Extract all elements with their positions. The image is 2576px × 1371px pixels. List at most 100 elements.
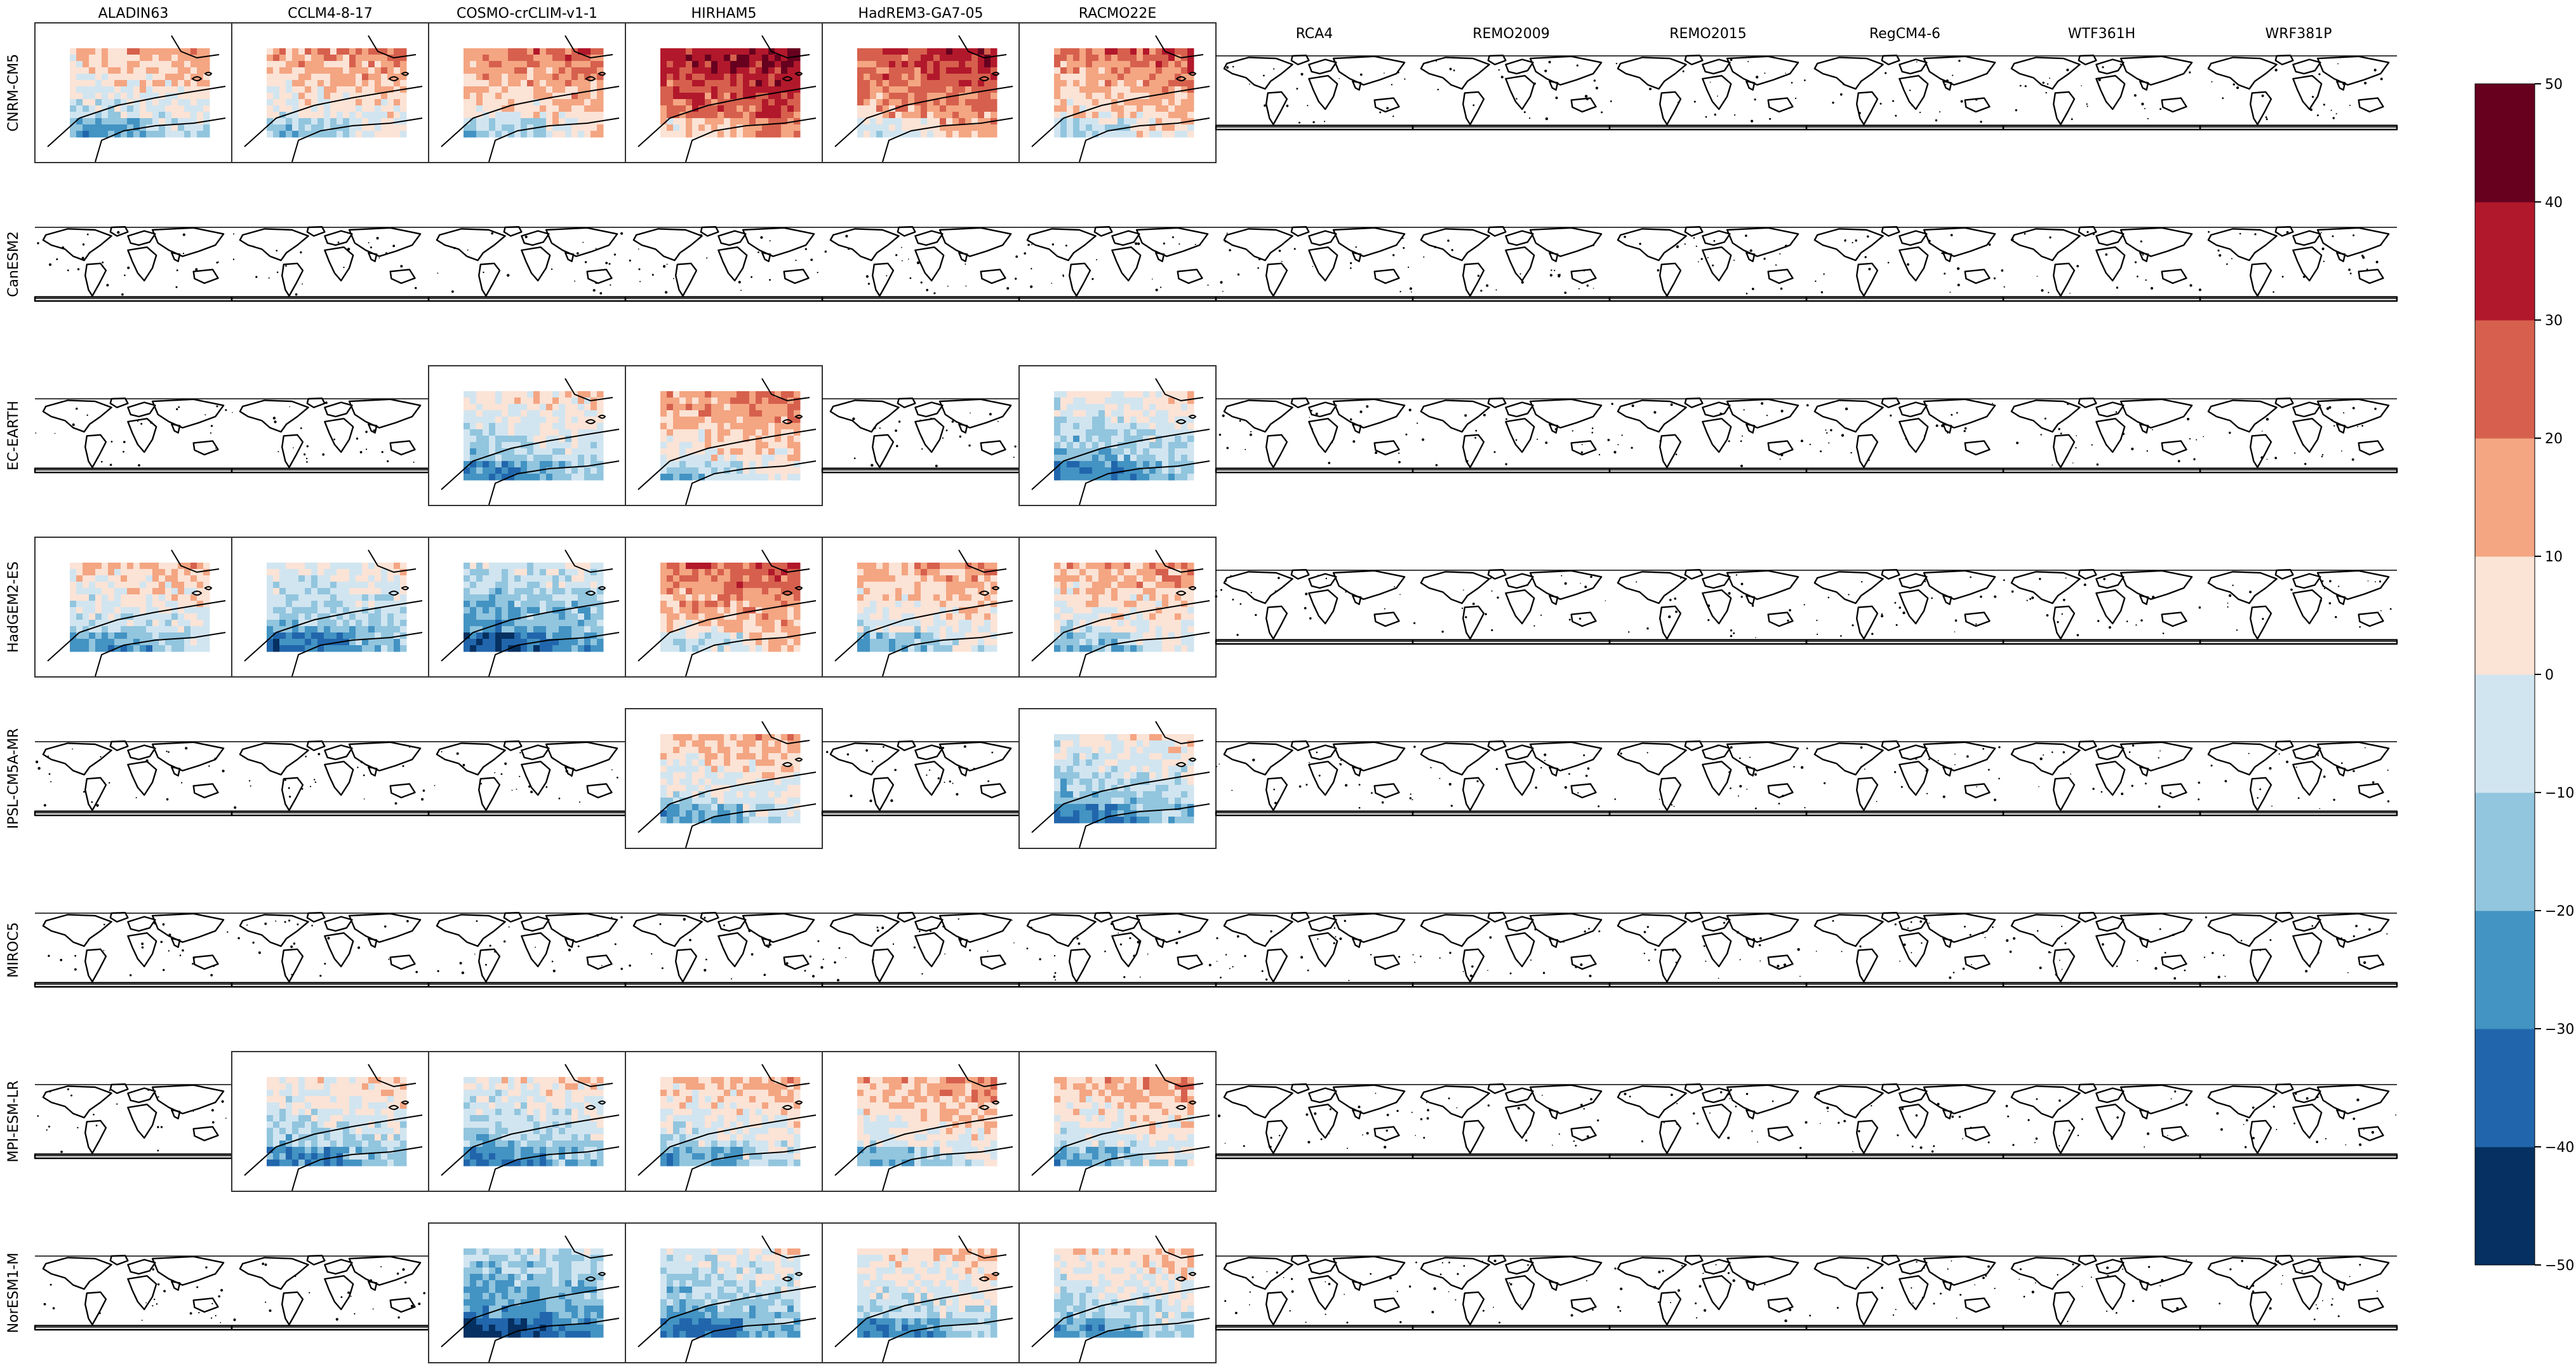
panel-mpi-esm-lr-rca4 xyxy=(1215,1083,1414,1160)
panel-noresm1-m-rca4 xyxy=(1215,1254,1414,1331)
panel-ipsl-cm5a-mr-regcm4-6 xyxy=(1805,740,2005,817)
panel-ipsl-cm5a-mr-wrf381p xyxy=(2199,740,2398,817)
panel-cnrm-cm5-regcm4-6 xyxy=(1805,54,2005,131)
panel-grid xyxy=(34,22,2398,1363)
column-title: HIRHAM5 xyxy=(691,6,757,22)
panel-ec-earth-hadrem3-ga7-05 xyxy=(821,398,1020,474)
column-title: ALADIN63 xyxy=(98,6,169,22)
panel-ipsl-cm5a-mr-remo2009 xyxy=(1411,740,1611,817)
colorbar-segment xyxy=(2475,438,2535,557)
panel-canesm2-cclm4-8-17 xyxy=(230,226,430,302)
panel-noresm1-m-remo2009 xyxy=(1411,1254,1611,1331)
panel-canesm2-aladin63 xyxy=(34,226,233,302)
panel-ec-earth-wrf381p xyxy=(2199,398,2398,474)
panel-cnrm-cm5-cclm4-8-17 xyxy=(231,22,429,163)
panel-cnrm-cm5-aladin63 xyxy=(34,22,232,163)
panel-cnrm-cm5-cosmo-crclim-v1-1 xyxy=(428,22,626,163)
panel-hadgem2-es-remo2009 xyxy=(1411,569,1611,645)
panel-ec-earth-regcm4-6 xyxy=(1805,398,2005,474)
panel-canesm2-wrf381p xyxy=(2199,226,2398,302)
panel-miroc5-cclm4-8-17 xyxy=(230,911,430,988)
panel-hadgem2-es-rca4 xyxy=(1215,569,1414,645)
panel-ec-earth-wtf361h xyxy=(2002,398,2201,474)
panel-miroc5-rca4 xyxy=(1215,911,1414,988)
panel-noresm1-m-regcm4-6 xyxy=(1805,1254,2005,1331)
panel-ec-earth-cclm4-8-17 xyxy=(230,398,430,474)
panel-noresm1-m-racmo22e xyxy=(1018,1222,1217,1363)
column-title: CCLM4-8-17 xyxy=(288,6,373,22)
colorbar-tick-label: −30 xyxy=(2545,1022,2574,1038)
panel-canesm2-regcm4-6 xyxy=(1805,226,2005,302)
panel-ipsl-cm5a-mr-wtf361h xyxy=(2002,740,2201,817)
panel-cnrm-cm5-hadrem3-ga7-05 xyxy=(822,22,1020,163)
panel-ec-earth-cosmo-crclim-v1-1 xyxy=(428,365,626,506)
panel-mpi-esm-lr-remo2009 xyxy=(1411,1083,1611,1160)
column-title: WTF361H xyxy=(2068,26,2135,42)
panel-mpi-esm-lr-cclm4-8-17 xyxy=(231,1051,429,1192)
colorbar-tick-label: 30 xyxy=(2545,313,2563,329)
panel-canesm2-remo2009 xyxy=(1411,226,1611,302)
colorbar-segment xyxy=(2475,202,2535,321)
panel-hadgem2-es-cclm4-8-17 xyxy=(231,537,429,678)
panel-hadgem2-es-remo2015 xyxy=(1608,569,1808,645)
row-labels: CNRM-CM5 CanESM2 EC-EARTH HadGEM2-ES IPSL-CM… xyxy=(6,54,22,1334)
column-title: RCA4 xyxy=(1296,26,1333,42)
panel-canesm2-wtf361h xyxy=(2002,226,2201,302)
colorbar-segment xyxy=(2475,84,2535,203)
panel-ipsl-cm5a-mr-racmo22e xyxy=(1018,708,1217,849)
panel-noresm1-m-aladin63 xyxy=(34,1254,233,1331)
panel-miroc5-remo2015 xyxy=(1608,911,1808,988)
panel-cnrm-cm5-rca4 xyxy=(1215,54,1414,131)
panel-miroc5-remo2009 xyxy=(1411,911,1611,988)
colorbar-tick-label: 50 xyxy=(2545,77,2563,93)
row-label: MIROC5 xyxy=(6,922,22,977)
colorbar-segment xyxy=(2475,674,2535,793)
colorbar-segment xyxy=(2475,911,2535,1029)
panel-canesm2-hadrem3-ga7-05 xyxy=(821,226,1020,302)
panel-hadgem2-es-racmo22e xyxy=(1018,537,1217,678)
panel-hadgem2-es-wtf361h xyxy=(2002,569,2201,645)
row-label: IPSL-CM5A-MR xyxy=(6,728,22,829)
panel-hadgem2-es-aladin63 xyxy=(34,537,232,678)
panel-canesm2-remo2015 xyxy=(1608,226,1808,302)
panel-cnrm-cm5-wtf361h xyxy=(2002,54,2201,131)
column-title: COSMO-crCLIM-v1-1 xyxy=(457,6,597,22)
panel-ec-earth-aladin63 xyxy=(34,398,233,474)
colorbar-tick-label: −50 xyxy=(2545,1258,2574,1274)
row-label: MPI-ESM-LR xyxy=(6,1080,22,1162)
column-title: RegCM4-6 xyxy=(1869,26,1940,42)
panel-ipsl-cm5a-mr-cclm4-8-17 xyxy=(230,740,430,817)
panel-ipsl-cm5a-mr-remo2015 xyxy=(1608,740,1808,817)
panel-canesm2-racmo22e xyxy=(1018,226,1217,302)
column-titles: ALADIN63 CCLM4-8-17 COSMO-crCLIM-v1-1 HIRHA… xyxy=(98,6,2332,42)
panel-ec-earth-racmo22e xyxy=(1018,365,1217,506)
colorbar-tick-label: −40 xyxy=(2545,1140,2574,1156)
column-title: REMO2015 xyxy=(1669,26,1746,42)
colorbar-segment xyxy=(2475,556,2535,675)
panel-cnrm-cm5-racmo22e xyxy=(1018,22,1217,163)
panel-mpi-esm-lr-racmo22e xyxy=(1018,1051,1217,1192)
panel-ipsl-cm5a-mr-aladin63 xyxy=(34,740,233,817)
panel-miroc5-regcm4-6 xyxy=(1805,911,2005,988)
panel-hadgem2-es-hirham5 xyxy=(625,537,823,678)
panel-canesm2-rca4 xyxy=(1215,226,1414,302)
panel-cnrm-cm5-remo2015 xyxy=(1608,54,1808,131)
panel-canesm2-cosmo-crclim-v1-1 xyxy=(427,226,627,302)
column-title: HadREM3-GA7-05 xyxy=(858,6,984,22)
panel-mpi-esm-lr-wrf381p xyxy=(2199,1083,2398,1160)
row-label: NorESM1-M xyxy=(6,1253,22,1334)
panel-noresm1-m-wrf381p xyxy=(2199,1254,2398,1331)
panel-ec-earth-rca4 xyxy=(1215,398,1414,474)
panel-ipsl-cm5a-mr-hirham5 xyxy=(625,708,823,849)
panel-mpi-esm-lr-regcm4-6 xyxy=(1805,1083,2005,1160)
panel-noresm1-m-wtf361h xyxy=(2002,1254,2201,1331)
row-label: CNRM-CM5 xyxy=(6,54,22,131)
panel-ec-earth-remo2009 xyxy=(1411,398,1611,474)
colorbar-tick-label: 20 xyxy=(2545,431,2563,447)
row-label: HadGEM2-ES xyxy=(6,561,22,653)
colorbar-tick-label: −10 xyxy=(2545,786,2574,801)
panel-cnrm-cm5-wrf381p xyxy=(2199,54,2398,131)
column-title: RACMO22E xyxy=(1079,6,1157,22)
panel-hadgem2-es-regcm4-6 xyxy=(1805,569,2005,645)
